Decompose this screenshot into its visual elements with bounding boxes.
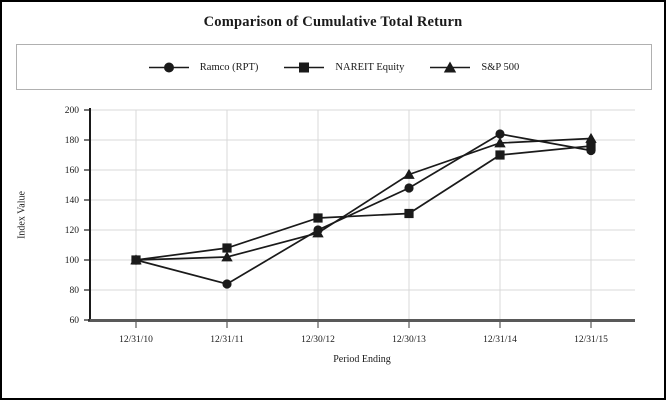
legend-label-ramco-rpt: Ramco (RPT) — [199, 61, 259, 73]
series-line-circle — [135, 133, 592, 285]
svg-text:100: 100 — [65, 256, 80, 266]
series-markers-circle — [131, 129, 596, 289]
tick-labels: 60 80 100 120 140 160 180 200 12/31/10 12/31/11 12… — [65, 106, 608, 345]
legend-label-nareit-equity: NAREIT Equity — [335, 61, 405, 73]
legend-item-ramco-rpt: Ramco (RPT) — [148, 61, 259, 74]
svg-text:140: 140 — [65, 196, 80, 206]
svg-text:120: 120 — [65, 226, 80, 236]
line-square-marker-icon — [284, 62, 325, 72]
svg-text:80: 80 — [70, 286, 80, 296]
svg-text:12/30/13: 12/30/13 — [392, 335, 426, 345]
series-line-triangle — [135, 137, 592, 261]
svg-text:12/31/11: 12/31/11 — [210, 335, 244, 345]
svg-text:12/31/15: 12/31/15 — [574, 335, 608, 345]
svg-text:60: 60 — [70, 316, 80, 326]
y-axis-title: Index Value — [16, 191, 28, 239]
axis-ticks — [84, 109, 592, 328]
legend-item-nareit-equity: NAREIT Equity — [284, 61, 404, 74]
legend-item-sp500: S&P 500 — [430, 61, 519, 74]
legend-label-sp500: S&P 500 — [481, 61, 520, 73]
svg-text:12/30/12: 12/30/12 — [301, 335, 335, 345]
svg-text:180: 180 — [65, 136, 80, 146]
svg-text:12/31/10: 12/31/10 — [119, 335, 153, 345]
line-triangle-marker-icon — [430, 61, 471, 72]
svg-text:160: 160 — [65, 166, 80, 176]
legend: Ramco (RPT) NAREIT Equity S&P 500 — [16, 44, 652, 90]
svg-text:12/31/14: 12/31/14 — [483, 335, 517, 345]
x-axis-title: Period Ending — [333, 354, 391, 365]
line-circle-marker-icon — [148, 62, 189, 72]
chart-title: Comparison of Cumulative Total Return — [203, 14, 463, 30]
series-line-square — [135, 145, 592, 261]
series-markers-square — [131, 141, 596, 265]
svg-text:200: 200 — [65, 106, 80, 116]
